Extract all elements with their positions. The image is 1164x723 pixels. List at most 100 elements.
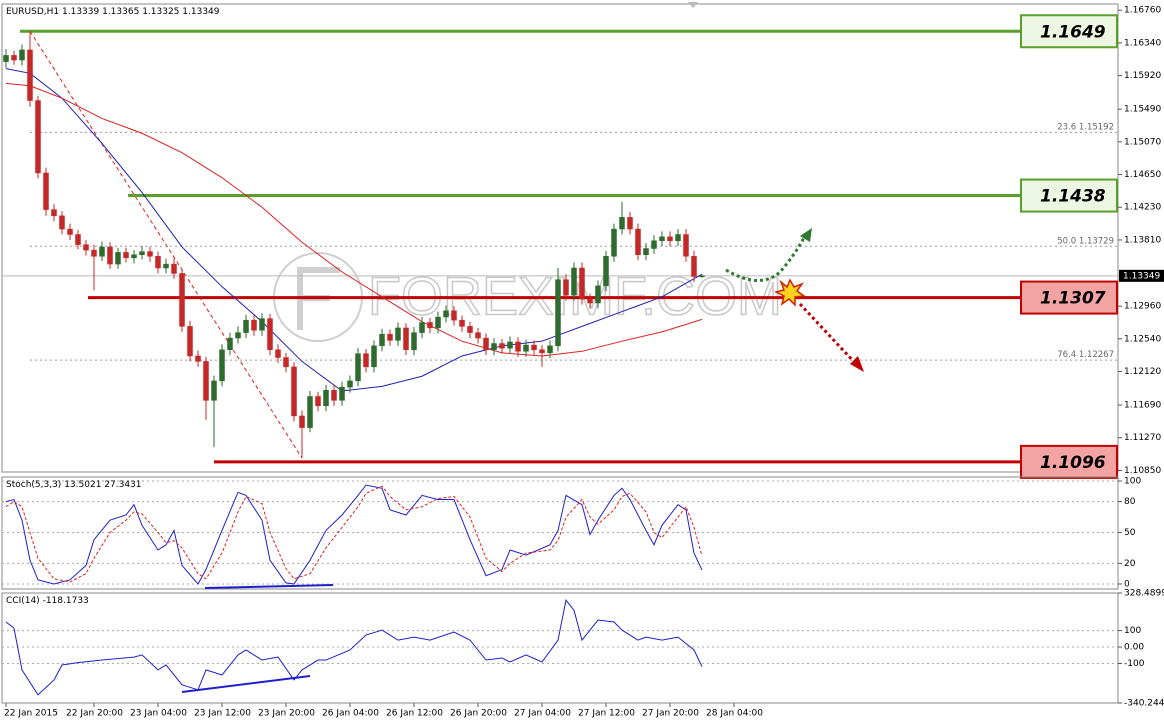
candle-body xyxy=(459,319,465,327)
candle-body xyxy=(531,344,537,350)
candle-body xyxy=(603,256,609,287)
candle-body xyxy=(379,333,385,347)
candle-body xyxy=(371,345,377,368)
candle-body xyxy=(179,273,185,327)
fibo-label: 50.0 1.13729 xyxy=(1057,236,1114,246)
stoch-divergence-line xyxy=(204,584,334,589)
candle-body xyxy=(611,228,617,257)
candle-body xyxy=(67,228,73,235)
plot-layer: 1.16760 1.16340 1.15920 1.15490 1.15070 1.146… xyxy=(1,3,1164,719)
y-tick-label: 100 xyxy=(1124,477,1141,487)
x-tick-label: 27 Jan 12:00 xyxy=(578,709,635,719)
candle-body xyxy=(283,357,289,368)
candle-body xyxy=(171,263,177,274)
indicator-last-value: -118.1733 xyxy=(43,596,89,606)
indicator-header: CCI(14) -118.1733 xyxy=(6,596,89,606)
candle-body xyxy=(499,343,505,349)
candle-body xyxy=(99,246,105,257)
y-tick-label: 100 xyxy=(1124,626,1141,636)
x-tick-label: 23 Jan 12:00 xyxy=(194,709,251,719)
candle-body xyxy=(35,100,41,174)
candle-body xyxy=(691,256,697,277)
bearish-arrowhead xyxy=(850,356,864,372)
candle-body xyxy=(19,49,25,61)
candle-body xyxy=(547,345,553,354)
y-tick-label: -100 xyxy=(1124,659,1145,669)
candle-body xyxy=(355,353,361,382)
y-tick-label: 1.15920 xyxy=(1124,71,1161,81)
level-box xyxy=(1020,280,1118,315)
candle-body xyxy=(227,337,233,350)
level-label: 1.1096 xyxy=(1040,453,1106,473)
indicator-line xyxy=(5,484,703,585)
indicator-last-value: 13.5021 xyxy=(64,480,101,490)
last-close: 1.13349 xyxy=(182,7,219,17)
panel-frame xyxy=(1,592,1119,704)
y-tick-label: 1.16340 xyxy=(1124,38,1161,48)
candle-body xyxy=(507,341,513,349)
candle-body xyxy=(411,332,417,350)
last-high: 1.13365 xyxy=(102,7,139,17)
x-tick-label: 23 Jan 04:00 xyxy=(130,709,187,719)
x-tick-label: 28 Jan 04:00 xyxy=(706,709,763,719)
candle-body xyxy=(131,254,137,259)
bullish-arrowhead xyxy=(800,228,812,242)
panel-frame xyxy=(1,476,1119,590)
candle-body xyxy=(419,322,425,333)
indicator-title: CCI(14) xyxy=(6,596,40,606)
candle-body xyxy=(83,244,89,251)
candle-body xyxy=(259,318,265,331)
candle-body xyxy=(275,349,281,358)
candle-body xyxy=(195,355,201,362)
candle-body xyxy=(3,55,9,62)
y-tick-label: 0.00 xyxy=(1124,643,1144,653)
candle-body xyxy=(587,298,593,304)
candle-body xyxy=(451,310,457,321)
candle-body xyxy=(91,249,97,257)
candle-body xyxy=(59,215,65,230)
candle-body xyxy=(147,251,153,257)
candle-body xyxy=(291,366,297,417)
bearish-arrow xyxy=(798,302,858,366)
candle-body xyxy=(347,380,353,388)
x-tick-label: 26 Jan 12:00 xyxy=(386,709,443,719)
level-label: 1.1649 xyxy=(1040,22,1106,42)
bullish-arrow xyxy=(725,233,808,282)
level-label: 1.1307 xyxy=(1040,289,1106,309)
x-tick-label: 27 Jan 04:00 xyxy=(514,709,571,719)
candle-body xyxy=(27,49,33,101)
candle-body xyxy=(579,267,585,300)
y-tick-label: 1.11270 xyxy=(1124,433,1161,443)
candle-body xyxy=(387,333,393,341)
fibo-trendline xyxy=(29,30,303,459)
x-tick-label: 26 Jan 04:00 xyxy=(322,709,379,719)
candle-body xyxy=(523,344,529,352)
y-tick-label: 20 xyxy=(1124,559,1136,569)
candle-body xyxy=(595,285,601,304)
fibo-level: 76.4 xyxy=(1057,350,1076,360)
candle-body xyxy=(315,396,321,407)
candle-body xyxy=(475,332,481,339)
moving-average xyxy=(5,82,703,357)
symbol: EURUSD,H1 xyxy=(6,7,59,17)
x-tick-label: 27 Jan 20:00 xyxy=(642,709,699,719)
y-tick-label: 0 xyxy=(1124,579,1130,589)
current-price-label: 1.13349 xyxy=(1123,271,1160,281)
current-price-box xyxy=(1119,269,1164,282)
chart-header: EURUSD,H1 1.13339 1.13365 1.13325 1.1334… xyxy=(6,7,220,17)
candle-body xyxy=(75,234,81,245)
candle-body xyxy=(403,327,409,350)
candle-body xyxy=(667,236,673,241)
level-box xyxy=(1020,14,1118,49)
candle-body xyxy=(187,326,193,357)
level-label: 1.1438 xyxy=(1040,187,1106,207)
indicator-line xyxy=(5,485,703,583)
candle-body xyxy=(299,415,305,428)
panel-frame xyxy=(1,3,1119,473)
candle-body xyxy=(123,252,129,259)
candle-body xyxy=(675,234,681,241)
indicator-last-value: 27.3431 xyxy=(104,480,141,490)
y-tick-label: -340.2442 xyxy=(1124,699,1164,709)
